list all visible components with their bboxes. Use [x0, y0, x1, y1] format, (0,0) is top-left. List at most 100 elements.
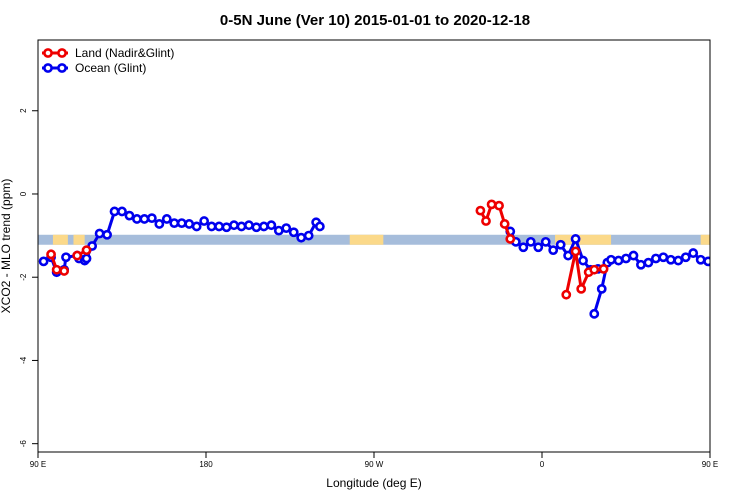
land-data-point — [561, 289, 572, 300]
ocean-data-point — [146, 213, 157, 224]
ocean-data-point — [643, 257, 654, 268]
land-data-point — [494, 200, 504, 211]
ocean-data-point — [658, 252, 669, 263]
ocean-data-point — [665, 254, 676, 265]
ocean-data-point — [570, 234, 581, 244]
land-band-segment — [700, 234, 710, 245]
ocean-data-point — [176, 218, 187, 229]
legend: Land (Nadir&Glint)Ocean (Glint) — [42, 46, 174, 75]
ocean-data-point — [548, 245, 559, 256]
land-ocean-band — [38, 234, 749, 245]
ocean-data-point — [628, 250, 639, 261]
land-data-point — [481, 216, 491, 226]
land-data-point — [570, 246, 581, 257]
legend-land-label: Land (Nadir&Glint) — [75, 46, 174, 60]
ocean-data-point — [303, 230, 314, 241]
land-data-point — [475, 205, 486, 216]
ocean-data-point — [733, 253, 740, 260]
y-axis-label: XCO2 - MLO trend (ppm) — [0, 179, 13, 314]
ocean-data-point — [606, 254, 616, 265]
ocean-data-point — [296, 232, 307, 243]
land-data-point — [589, 264, 600, 275]
y-tick-label: 0 — [19, 191, 28, 196]
ocean-data-point — [596, 283, 607, 294]
ocean-data-point — [169, 218, 180, 229]
ocean-data-point — [139, 214, 150, 224]
ocean-data-point — [744, 255, 750, 262]
legend-ocean-marker — [57, 63, 67, 73]
ocean-data-point — [540, 236, 551, 247]
ocean-data-point — [555, 239, 566, 250]
ocean-data-point — [102, 229, 112, 240]
land-data-point — [731, 249, 738, 256]
chart-title: 0-5N June (Ver 10) 2015-01-01 to 2020-12… — [220, 12, 530, 29]
ocean-data-point — [117, 206, 127, 217]
ocean-data-point — [221, 222, 232, 233]
land-series-line — [734, 253, 747, 270]
ocean-data-point — [184, 219, 195, 229]
ocean-data-point — [38, 256, 49, 267]
land-band-segment — [732, 235, 749, 245]
ocean-data-point — [81, 253, 92, 264]
legend-land-marker — [57, 48, 67, 58]
land-data-point — [46, 249, 56, 260]
ocean-data-point — [673, 255, 684, 266]
ocean-data-point — [94, 228, 105, 239]
legend-ocean-label: Ocean (Glint) — [75, 61, 146, 75]
ocean-data-point — [525, 236, 536, 247]
ocean-data-point — [533, 242, 544, 253]
ocean-data-point — [621, 253, 631, 264]
ocean-data-point — [613, 255, 624, 266]
ocean-data-point — [518, 242, 529, 253]
ocean-data-point — [578, 255, 588, 266]
x-axis: 90 E 180 90 W 0 90 E — [30, 452, 718, 469]
ocean-data-point — [124, 210, 135, 221]
y-tick-label: -2 — [19, 273, 28, 281]
ocean-data-point — [236, 221, 247, 232]
y-tick-label: -4 — [19, 356, 28, 364]
ocean-data-point — [589, 308, 600, 319]
ocean-data-point — [199, 216, 210, 226]
ocean-data-point — [695, 254, 706, 265]
x-tick-label: 180 — [199, 460, 213, 469]
ocean-data-point — [680, 252, 691, 263]
land-band-segment — [73, 234, 85, 245]
land-data-point — [499, 219, 510, 229]
land-data-point — [486, 199, 497, 210]
x-tick-label: 90 W — [365, 460, 384, 469]
land-band-segment — [349, 234, 384, 245]
ocean-data-point — [244, 220, 254, 231]
x-tick-label: 0 — [540, 460, 545, 469]
ocean-data-point — [266, 220, 277, 231]
ocean-data-point — [636, 259, 646, 270]
x-tick-label: 90 E — [30, 460, 46, 469]
land-data-point — [59, 266, 70, 276]
land-band-segment — [52, 234, 68, 245]
ocean-data-point — [703, 256, 710, 267]
ocean-data-point — [206, 221, 217, 232]
ocean-data-point — [258, 221, 269, 232]
land-data-point — [576, 283, 587, 294]
ocean-data-point — [281, 223, 292, 234]
ocean-data-point — [563, 250, 574, 261]
ocean-data-point — [688, 248, 699, 258]
ocean-data-point — [314, 221, 325, 232]
ocean-data-point — [191, 221, 202, 232]
land-data-point — [72, 250, 83, 261]
ocean-data-point — [109, 206, 120, 217]
land-data-point — [51, 264, 62, 275]
x-axis-label: Longitude (deg E) — [326, 476, 421, 490]
ocean-data-point — [61, 252, 71, 263]
ocean-data-point — [714, 267, 721, 274]
plot-frame — [37, 39, 711, 453]
ocean-data-point — [251, 222, 262, 233]
ocean-data-point — [132, 214, 142, 224]
ocean-data-point — [650, 253, 661, 264]
series-layer — [38, 199, 750, 319]
land-data-point — [598, 263, 609, 274]
ocean-data-point — [214, 221, 224, 232]
legend-ocean-marker — [43, 63, 53, 73]
ocean-data-point — [725, 266, 732, 273]
ocean-data-point — [712, 258, 719, 265]
